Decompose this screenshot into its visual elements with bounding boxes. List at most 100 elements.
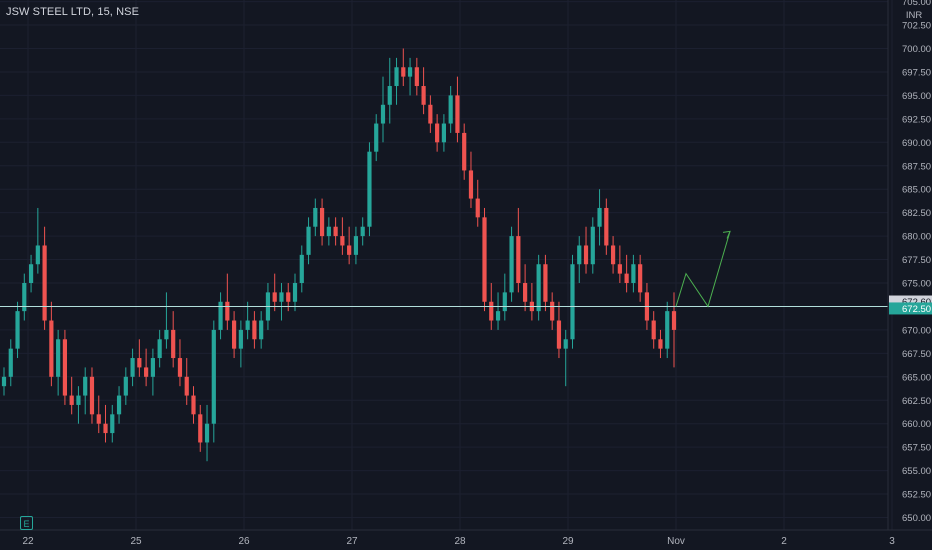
candle-up (204, 423, 210, 443)
currency-label: INR (906, 10, 923, 21)
candle-up (326, 226, 331, 237)
candle-up (577, 245, 582, 265)
candle-down (340, 236, 345, 246)
candle-up (299, 254, 304, 283)
candle-up (15, 311, 20, 349)
time-tick-label: 26 (238, 536, 250, 547)
price-tick-label: 667.50 (902, 349, 931, 360)
candle-up (35, 245, 40, 265)
candle-up (665, 311, 670, 349)
candle-down (62, 339, 68, 396)
price-tick-label: 705.00 (902, 0, 931, 8)
price-axis[interactable]: 705.00 702.50 700.00 697.50 695.00 692.50 690.… (902, 0, 931, 524)
price-tick-label: 690.00 (902, 138, 931, 149)
candle-down (455, 95, 460, 133)
candle-up (292, 283, 298, 302)
price-tick-label: 652.50 (902, 490, 931, 501)
candle-up (279, 292, 284, 302)
candle-up (380, 104, 386, 124)
projection-arrow-path[interactable] (675, 231, 731, 308)
price-tick-label: 685.00 (902, 185, 931, 196)
candle-up (56, 339, 61, 377)
candle-up (28, 264, 34, 283)
candle-down (421, 86, 426, 105)
candle-down (319, 207, 325, 237)
candle-up (157, 339, 162, 359)
candle-down (89, 376, 95, 415)
candle-up (164, 329, 169, 340)
candles (1, 48, 677, 462)
candle-up (360, 226, 365, 237)
candle-down (49, 320, 54, 377)
candle-down (225, 301, 230, 321)
candle-up (123, 376, 128, 396)
level-price-tag-label: 672.50 (902, 304, 931, 315)
candle-up (259, 320, 264, 340)
candle-up (150, 358, 155, 377)
candle-down (462, 132, 467, 171)
candle-down (610, 245, 616, 265)
price-tags: 672.60672.50 (889, 295, 932, 315)
candle-down (414, 67, 419, 87)
candle-up (394, 67, 399, 87)
candle-down (550, 301, 555, 321)
price-tick-label: 657.50 (902, 443, 931, 454)
candle-up (590, 226, 595, 265)
candle-up (495, 311, 501, 321)
candle-up (536, 264, 541, 312)
candle-up (374, 123, 379, 152)
candle-down (333, 226, 338, 237)
candle-down (489, 301, 494, 321)
candle-down (604, 207, 609, 246)
candle-up (83, 376, 88, 396)
projection-arrowhead-icon (722, 230, 731, 239)
candle-up (353, 236, 359, 255)
time-tick-label: 25 (130, 536, 142, 547)
time-axis[interactable]: 22 25 26 27 28 29 Nov 2 3 (22, 536, 895, 547)
price-tick-label: 675.00 (902, 279, 931, 290)
candle-down (475, 198, 480, 218)
time-tick-label: 27 (346, 536, 358, 547)
candle-up (22, 283, 27, 312)
candle-down (401, 67, 406, 77)
candle-down (428, 104, 433, 124)
candle-down (671, 311, 677, 330)
price-tick-label: 665.00 (902, 372, 931, 383)
time-tick-label: 3 (889, 536, 895, 547)
grid (0, 0, 893, 530)
candle-down (137, 358, 142, 368)
time-tick-label: 28 (454, 536, 466, 547)
price-tick-label: 692.50 (902, 114, 931, 125)
candle-up (1, 376, 7, 387)
candle-down (171, 329, 176, 359)
candle-down (42, 245, 47, 321)
candle-down (516, 236, 521, 283)
candle-up (130, 358, 135, 377)
price-tick-label: 687.50 (902, 161, 931, 172)
candle-up (441, 123, 446, 143)
candle-up (116, 395, 122, 415)
candle-up (76, 395, 81, 405)
candle-down (651, 320, 656, 340)
candle-down (272, 292, 277, 302)
candle-up (563, 339, 568, 349)
candle-down (468, 170, 474, 199)
price-tick-label: 702.50 (902, 21, 931, 32)
candle-down (638, 264, 643, 293)
candle-up (407, 67, 413, 77)
candle-up (631, 264, 636, 283)
candle-down (252, 320, 257, 340)
price-tick-label: 660.00 (902, 419, 931, 430)
candle-down (144, 367, 149, 377)
price-tick-label: 677.50 (902, 255, 931, 266)
candle-up (367, 151, 372, 227)
candle-down (184, 376, 189, 396)
earnings-event-badge[interactable]: E (20, 516, 33, 530)
candle-down (556, 320, 562, 349)
candle-up (110, 414, 115, 434)
price-tick-label: 670.00 (902, 325, 931, 336)
price-tick-label: 662.50 (902, 396, 931, 407)
price-tick-label: 695.00 (902, 91, 931, 102)
candle-down (617, 264, 622, 274)
